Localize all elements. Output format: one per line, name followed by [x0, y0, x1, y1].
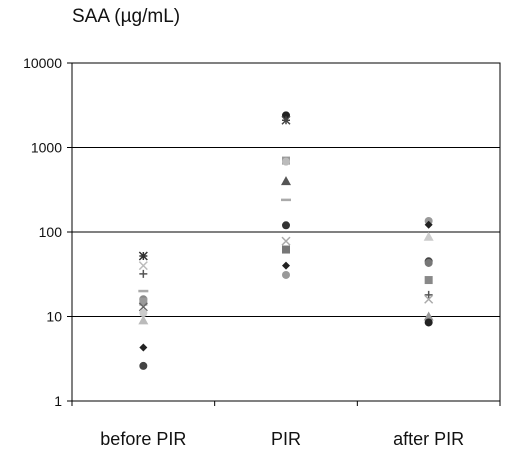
data-point-plus [139, 269, 148, 278]
data-point-x [138, 261, 148, 271]
y-axis-tick-labels: 1 10 100 1000 10000 [23, 55, 62, 409]
data-point-plus [424, 290, 433, 299]
category-label: after PIR [393, 429, 464, 449]
data-point-diamond [424, 220, 433, 229]
y-tick-label: 1000 [31, 140, 62, 156]
data-point-circle [424, 318, 433, 327]
data-point-triangle [281, 176, 291, 186]
data-point-x [281, 236, 291, 246]
x-axis-tick-marks [71, 401, 501, 406]
data-point-x [424, 294, 434, 304]
y-tick-label: 100 [39, 224, 63, 240]
data-point-triangle [423, 311, 434, 321]
x-axis-category-labels: before PIR PIR after PIR [100, 429, 464, 449]
data-point-triangle [423, 231, 434, 241]
data-point-star [281, 115, 291, 125]
category-label: PIR [271, 429, 301, 449]
data-point-star [138, 251, 148, 261]
data-point-circle [424, 258, 433, 267]
data-point-diamond [139, 343, 148, 352]
data-point-x [138, 302, 148, 312]
data-points [138, 111, 434, 370]
chart-title: SAA (µg/mL) [72, 6, 181, 27]
data-point-circle [139, 309, 148, 318]
y-tick-label: 1 [54, 393, 62, 409]
y-tick-label: 10 [46, 309, 62, 325]
data-point-circle [282, 221, 290, 230]
data-point-square [139, 297, 148, 306]
category-label: before PIR [100, 429, 186, 449]
data-point-diamond [282, 261, 290, 270]
data-point-triangle [138, 315, 149, 325]
data-point-square [424, 276, 433, 285]
y-tick-label: 10000 [23, 55, 62, 71]
plot-area-frame [71, 62, 501, 402]
data-point-circle [282, 270, 290, 279]
data-point-circle [139, 361, 148, 370]
data-point-square [282, 245, 290, 254]
data-point-circle [282, 157, 290, 166]
